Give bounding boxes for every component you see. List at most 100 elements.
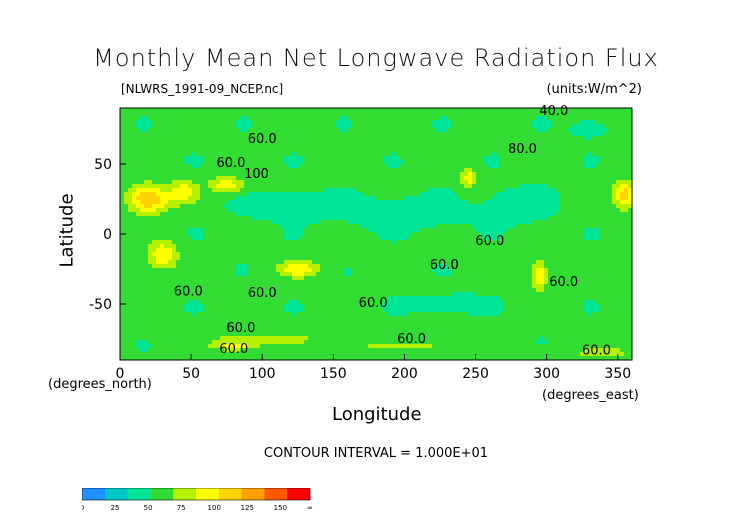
heatmap-cell [304, 132, 309, 137]
heatmap-cell [552, 208, 557, 213]
heatmap-cell [216, 188, 221, 193]
heatmap-cell [320, 188, 325, 193]
heatmap-cell [488, 188, 493, 193]
heatmap-cell [424, 168, 429, 173]
heatmap-cell [280, 164, 285, 169]
heatmap-cell [592, 184, 597, 189]
heatmap-cell [476, 204, 481, 209]
heatmap-cell [484, 212, 489, 217]
heatmap-cell [616, 192, 621, 197]
heatmap-cell [132, 256, 137, 261]
heatmap-cell [564, 184, 569, 189]
heatmap-cell [440, 152, 445, 157]
heatmap-cell [448, 124, 453, 129]
heatmap-cell [484, 136, 489, 141]
heatmap-cell [516, 128, 521, 133]
heatmap-cell [324, 144, 329, 149]
heatmap-cell [236, 136, 241, 141]
heatmap-cell [364, 176, 369, 181]
heatmap-cell [552, 112, 557, 117]
heatmap-cell [440, 144, 445, 149]
heatmap-cell [576, 176, 581, 181]
heatmap-cell [360, 208, 365, 213]
heatmap-cell [488, 144, 493, 149]
heatmap-cell [320, 172, 325, 177]
heatmap-cell [264, 256, 269, 261]
heatmap-cell [432, 128, 437, 133]
heatmap-cell [524, 168, 529, 173]
heatmap-cell [408, 164, 413, 169]
heatmap-cell [568, 216, 573, 221]
heatmap-cell [136, 108, 141, 113]
heatmap-cell [468, 224, 473, 229]
heatmap-cell [468, 200, 473, 205]
heatmap-cell [376, 232, 381, 237]
heatmap-cell [332, 184, 337, 189]
heatmap-cell [224, 256, 229, 261]
heatmap-cell [300, 144, 305, 149]
heatmap-cell [372, 200, 377, 205]
heatmap-cell [188, 204, 193, 209]
heatmap-cell [468, 244, 473, 249]
heatmap-cell [268, 156, 273, 161]
heatmap-cell [416, 244, 421, 249]
heatmap-cell [608, 144, 613, 149]
heatmap-cell [348, 124, 353, 129]
heatmap-cell [228, 192, 233, 197]
heatmap-cell [184, 144, 189, 149]
heatmap-cell [588, 112, 593, 117]
heatmap-cell [200, 220, 205, 225]
heatmap-cell [588, 132, 593, 137]
heatmap-cell [488, 256, 493, 261]
heatmap-cell [500, 228, 505, 233]
heatmap-cell [196, 220, 201, 225]
heatmap-cell [344, 224, 349, 229]
heatmap-cell [620, 172, 625, 177]
heatmap-cell [364, 192, 369, 197]
heatmap-cell [452, 176, 457, 181]
heatmap-cell [476, 200, 481, 205]
heatmap-cell [460, 232, 465, 237]
heatmap-cell [544, 176, 549, 181]
heatmap-cell [452, 120, 457, 125]
heatmap-cell [592, 208, 597, 213]
heatmap-cell [300, 224, 305, 229]
heatmap-cell [468, 160, 473, 165]
heatmap-cell [372, 256, 377, 261]
heatmap-cell [256, 112, 261, 117]
heatmap-cell [564, 192, 569, 197]
heatmap-cell [288, 252, 293, 257]
heatmap-cell [252, 252, 257, 257]
heatmap-cell [196, 260, 201, 265]
heatmap-cell [204, 188, 209, 193]
heatmap-cell [256, 240, 261, 245]
heatmap-cell [584, 196, 589, 201]
heatmap-cell [560, 148, 565, 153]
heatmap-cell [296, 136, 301, 141]
heatmap-cell [244, 156, 249, 161]
heatmap-cell [156, 256, 161, 261]
heatmap-cell [564, 224, 569, 229]
heatmap-cell [540, 180, 545, 185]
heatmap-cell [248, 228, 253, 233]
heatmap-cell [480, 140, 485, 145]
heatmap-cell [348, 132, 353, 137]
heatmap-cell [372, 136, 377, 141]
heatmap-cell [176, 152, 181, 157]
heatmap-cell [332, 228, 337, 233]
heatmap-cell [388, 192, 393, 197]
heatmap-cell [228, 228, 233, 233]
heatmap-cell [212, 240, 217, 245]
heatmap-cell [520, 196, 525, 201]
heatmap-cell [136, 204, 141, 209]
heatmap-cell [212, 212, 217, 217]
heatmap-cell [372, 124, 377, 129]
heatmap-cell [484, 260, 489, 265]
heatmap-cell [488, 184, 493, 189]
heatmap-cell [472, 248, 477, 253]
heatmap-cell [204, 156, 209, 161]
heatmap-cell [232, 220, 237, 225]
heatmap-cell [512, 248, 517, 253]
heatmap-cell [292, 252, 297, 257]
heatmap-cell [184, 216, 189, 221]
